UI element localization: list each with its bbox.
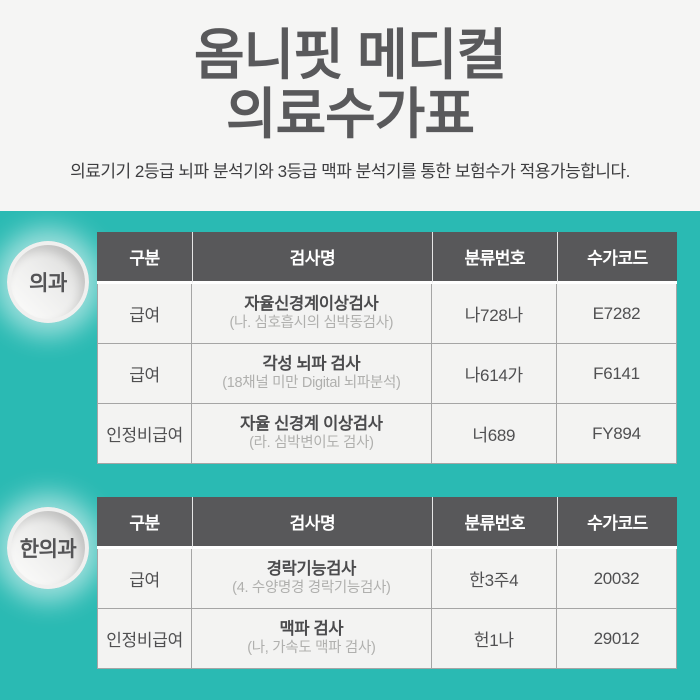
fee-code-cell: FY894	[556, 404, 677, 464]
column-header-category: 구분	[97, 232, 193, 284]
page-subtitle: 의료기기 2등급 뇌파 분석기와 3등급 맥파 분석기를 통한 보험수가 적용가…	[70, 161, 630, 181]
page-title-line2: 의료수가표	[225, 82, 475, 145]
oriental-table-header: 구분 검사명 분류번호 수가코드	[97, 497, 677, 549]
category-cell: 급여	[97, 344, 193, 404]
oriental-medicine-fee-table: 구분 검사명 분류번호 수가코드 급여 경락기능검사 (4. 수양명경 경락기능…	[97, 497, 677, 669]
fee-code-cell: F6141	[556, 344, 677, 404]
badge-medical-label: 의과	[29, 272, 67, 295]
column-header-test-name: 검사명	[192, 232, 432, 284]
test-name-cell: 자율 신경계 이상검사 (라. 심박변이도 검사)	[192, 404, 432, 464]
column-header-class-no: 분류번호	[431, 497, 557, 549]
category-cell: 인정비급여	[97, 404, 193, 464]
category-cell: 인정비급여	[97, 609, 193, 669]
page-title-line1: 옴니핏 메디컬	[194, 24, 507, 86]
test-name: 맥파 검사	[279, 619, 344, 638]
table-row: 급여 경락기능검사 (4. 수양명경 경락기능검사) 한3주4 20032	[97, 549, 677, 609]
header-section: 옴니핏 메디컬 의료수가표 의료기기 2등급 뇌파 분석기와 3등급 맥파 분석…	[0, 0, 700, 211]
table-row: 급여 자율신경계이상검사 (나. 심호흡시의 심박동검사) 나728나 E728…	[97, 284, 677, 344]
badge-medical: 의과	[7, 241, 89, 323]
test-name: 자율신경계이상검사	[244, 294, 379, 313]
fee-code-cell: 20032	[556, 549, 677, 609]
class-no-cell: 너689	[431, 404, 557, 464]
table-row: 인정비급여 맥파 검사 (나, 가속도 맥파 검사) 헌1나 29012	[97, 609, 677, 669]
test-subname: (나. 심호흡시의 심박동검사)	[229, 314, 394, 331]
fee-code-cell: 29012	[556, 609, 677, 669]
test-name: 경락기능검사	[266, 559, 357, 578]
table-row: 인정비급여 자율 신경계 이상검사 (라. 심박변이도 검사) 너689 FY8…	[97, 404, 677, 464]
badge-oriental-medicine: 한의과	[7, 507, 89, 589]
column-header-test-name: 검사명	[192, 497, 432, 549]
class-no-cell: 한3주4	[431, 549, 557, 609]
column-header-fee-code: 수가코드	[556, 232, 677, 284]
test-name-cell: 경락기능검사 (4. 수양명경 경락기능검사)	[192, 549, 432, 609]
test-name-cell: 자율신경계이상검사 (나. 심호흡시의 심박동검사)	[192, 284, 432, 344]
header-row: 구분 검사명 분류번호 수가코드	[97, 497, 677, 549]
fee-code-cell: E7282	[556, 284, 677, 344]
fee-tables-section: 의과 구분 검사명 분류번호 수가코드 급여 자율신경계이상검사	[0, 211, 700, 700]
badge-oriental-medicine-label: 한의과	[19, 538, 77, 561]
category-cell: 급여	[97, 549, 193, 609]
column-header-fee-code: 수가코드	[556, 497, 677, 549]
medical-table-header: 구분 검사명 분류번호 수가코드	[97, 232, 677, 284]
class-no-cell: 헌1나	[431, 609, 557, 669]
test-subname: (라. 심박변이도 검사)	[249, 434, 374, 451]
column-header-category: 구분	[97, 497, 193, 549]
header-row: 구분 검사명 분류번호 수가코드	[97, 232, 677, 284]
class-no-cell: 나614가	[431, 344, 557, 404]
category-cell: 급여	[97, 284, 193, 344]
column-header-class-no: 분류번호	[431, 232, 557, 284]
class-no-cell: 나728나	[431, 284, 557, 344]
test-subname: (나, 가속도 맥파 검사)	[247, 639, 376, 656]
medical-fee-table: 구분 검사명 분류번호 수가코드 급여 자율신경계이상검사 (나. 심호흡시의 …	[97, 232, 677, 464]
test-subname: (4. 수양명경 경락기능검사)	[232, 579, 391, 596]
test-name-cell: 각성 뇌파 검사 (18채널 미만 Digital 뇌파분석)	[192, 344, 432, 404]
test-name: 각성 뇌파 검사	[262, 354, 361, 373]
test-subname: (18채널 미만 Digital 뇌파분석)	[222, 374, 401, 391]
page-title: 옴니핏 메디컬 의료수가표	[0, 0, 700, 144]
test-name: 자율 신경계 이상검사	[240, 414, 383, 433]
test-name-cell: 맥파 검사 (나, 가속도 맥파 검사)	[192, 609, 432, 669]
table-row: 급여 각성 뇌파 검사 (18채널 미만 Digital 뇌파분석) 나614가…	[97, 344, 677, 404]
